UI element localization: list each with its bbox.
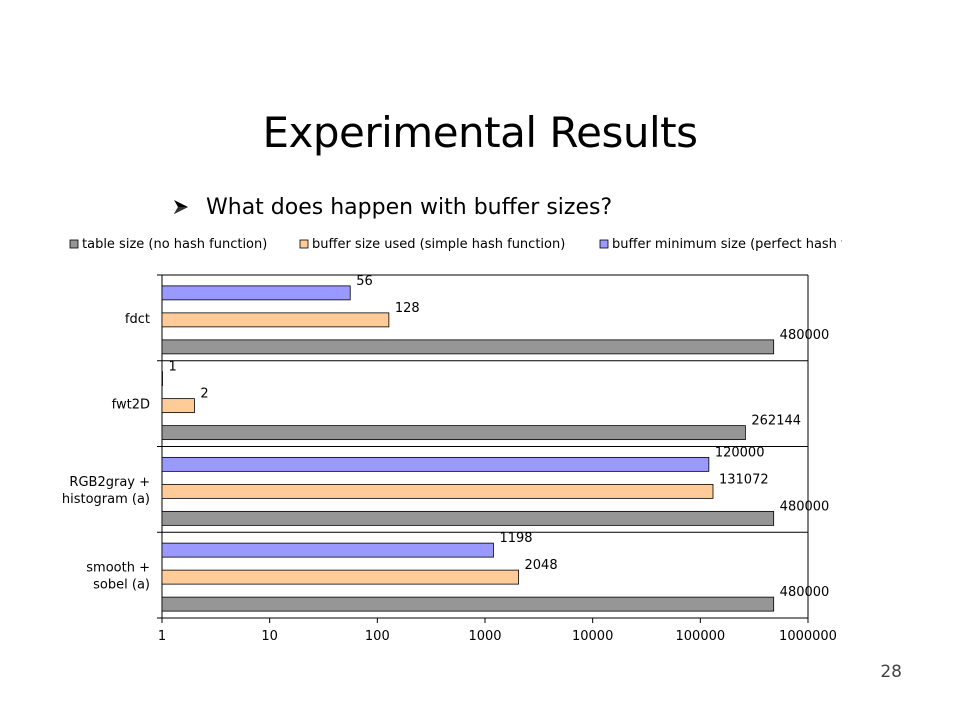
x-tick-label: 1000000 [779, 629, 837, 644]
category-label: RGB2gray + [69, 475, 150, 490]
bar [161, 339, 775, 355]
bar-chart: table size (no hash function) buffer size… [62, 237, 899, 644]
bar [161, 285, 351, 301]
legend-swatch [599, 239, 609, 249]
bar [161, 542, 494, 558]
bar [161, 371, 163, 387]
legend-label: buffer size used (simple hash function) [312, 237, 565, 252]
legend-label: table size (no hash function) [82, 237, 267, 252]
bar [161, 456, 710, 472]
data-label: 480000 [780, 499, 830, 514]
data-label: 1198 [499, 531, 532, 546]
arrow-bullet-icon [174, 200, 188, 214]
legend-label: buffer minimum size (perfect hash functi… [612, 237, 899, 252]
x-tick-label: 1000 [468, 629, 501, 644]
bar [161, 569, 519, 585]
data-label: 1 [169, 360, 177, 375]
data-label: 480000 [780, 328, 830, 343]
category-label: fwt2D [112, 398, 150, 413]
data-label: 56 [356, 274, 373, 289]
category-label: histogram (a) [62, 492, 150, 507]
x-tick-label: 10000 [572, 629, 613, 644]
bullet-text: What does happen with buffer sizes? [206, 194, 613, 220]
legend: table size (no hash function) buffer size… [69, 237, 899, 252]
legend-swatch [69, 239, 79, 249]
data-label: 262144 [751, 414, 801, 429]
category-label: fdct [125, 312, 150, 327]
legend-swatch [299, 239, 309, 249]
category-label: sobel (a) [93, 578, 150, 593]
data-label: 480000 [780, 585, 830, 600]
category-label: smooth + [86, 561, 150, 576]
x-tick-label: 100 [365, 629, 390, 644]
data-label: 2048 [525, 558, 558, 573]
x-tick-label: 1 [158, 629, 166, 644]
data-label: 120000 [715, 445, 765, 460]
bar [161, 596, 775, 612]
slide-title: Experimental Results [262, 108, 698, 157]
data-label: 2 [200, 387, 208, 402]
bar [161, 398, 195, 414]
x-tick-label: 100000 [676, 629, 726, 644]
bar [161, 312, 390, 328]
bar [161, 483, 714, 499]
bar [161, 510, 775, 526]
data-label: 128 [395, 301, 420, 316]
data-label: 131072 [719, 472, 769, 487]
bar [161, 425, 746, 441]
page-number: 28 [880, 662, 902, 682]
bullet-point: What does happen with buffer sizes? [172, 192, 612, 222]
x-tick-label: 10 [261, 629, 278, 644]
